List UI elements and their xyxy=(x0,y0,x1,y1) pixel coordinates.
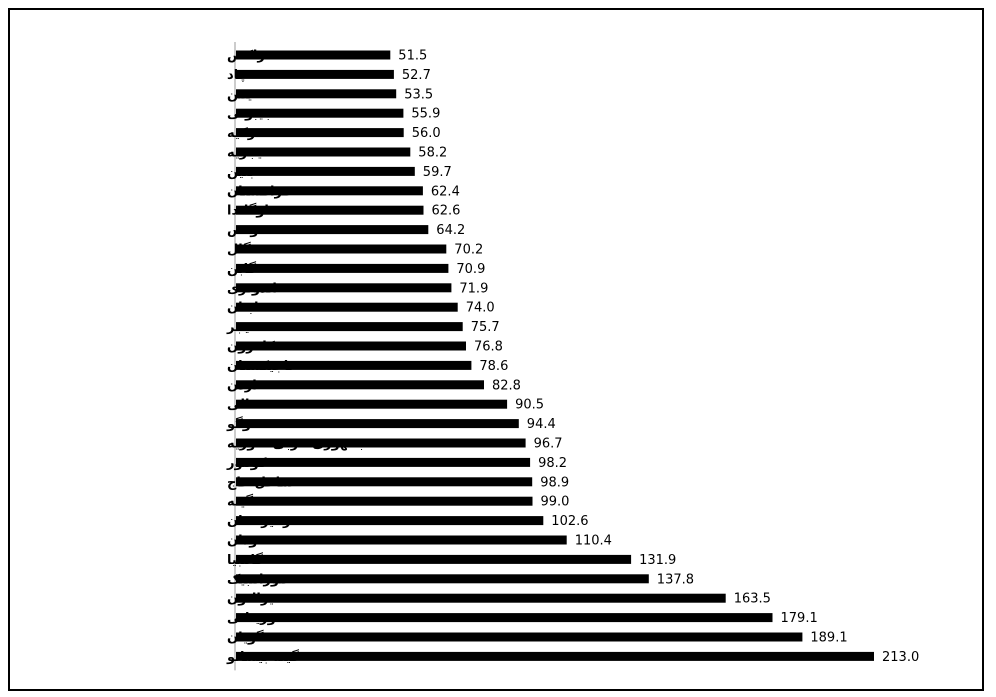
category-tick-label: اندونزی xyxy=(227,281,277,296)
bar-value-label: 75.7 xyxy=(471,320,500,335)
category-tick-label: توگو xyxy=(226,416,256,432)
bar-value-label: 78.6 xyxy=(479,359,508,374)
bar xyxy=(236,341,466,351)
bar xyxy=(236,360,472,370)
bar xyxy=(236,186,423,196)
bar-value-label: 102.6 xyxy=(551,514,588,529)
category-tick-label: گابن xyxy=(227,261,256,277)
category-tick-label: چاد xyxy=(227,68,248,83)
category-tick-label: مراکش xyxy=(227,49,274,64)
bar xyxy=(236,69,394,79)
category-tick-label: جیبوتی xyxy=(227,107,273,122)
bar xyxy=(236,89,397,99)
bar-value-label: 179.1 xyxy=(781,611,818,626)
category-tick-label: گامبیا xyxy=(227,552,263,568)
bar-value-label: 53.5 xyxy=(404,87,433,102)
bar-value-label: 189.1 xyxy=(810,631,847,646)
category-tick-label: کامرون xyxy=(227,340,275,355)
bar xyxy=(236,438,526,448)
bar-value-label: 99.0 xyxy=(541,495,570,510)
category-tick-label: موریتانی xyxy=(227,611,284,626)
category-tick-label: ترکیه xyxy=(227,126,261,141)
chart-frame: 51.5 مراکش 52.7 چاد 53.5 یمن 55.9 جیبوتی 56.0 ترک… xyxy=(8,8,984,691)
bar-value-label: 55.9 xyxy=(411,107,440,122)
bar xyxy=(236,302,458,312)
bar xyxy=(236,128,404,138)
category-tick-label: سنگال xyxy=(227,242,269,258)
bar xyxy=(236,108,404,118)
bar-chart: 51.5 مراکش 52.7 چاد 53.5 یمن 55.9 جیبوتی 56.0 ترک… xyxy=(226,42,919,671)
bar-value-label: 96.7 xyxy=(534,437,563,452)
category-tick-label: نیجریه xyxy=(227,146,267,161)
bar xyxy=(236,419,519,429)
bar xyxy=(236,651,874,661)
category-tick-label: قزاقستان xyxy=(227,184,291,199)
category-tick-label: تونس xyxy=(227,223,263,238)
bar xyxy=(236,225,429,235)
bar xyxy=(236,496,533,506)
category-tick-label: جمهوری عربی سوریه xyxy=(227,437,366,452)
bar-value-label: 110.4 xyxy=(575,534,612,549)
category-tick-label: مالی xyxy=(227,398,258,413)
bar-value-label: 70.2 xyxy=(454,243,483,258)
bar-value-label: 56.0 xyxy=(412,126,441,141)
bar-value-label: 51.5 xyxy=(398,49,427,64)
bar-value-label: 52.7 xyxy=(402,68,431,83)
bar xyxy=(236,50,391,60)
bar xyxy=(236,205,424,215)
bar-value-label: 82.8 xyxy=(492,378,521,393)
bar-value-label: 163.5 xyxy=(734,592,771,607)
bar xyxy=(236,457,531,467)
category-tick-label: گینه xyxy=(227,494,253,510)
category-tick-label: یمن xyxy=(227,87,252,102)
category-tick-label: تاجیکستان xyxy=(227,359,294,374)
bar xyxy=(236,593,726,603)
bar-value-label: 131.9 xyxy=(639,553,676,568)
bar xyxy=(236,535,567,545)
bar xyxy=(236,147,411,157)
category-tick-label: لبنان xyxy=(227,301,258,316)
bar xyxy=(236,613,773,623)
bar-value-label: 59.7 xyxy=(423,165,452,180)
bar xyxy=(236,244,447,254)
bar xyxy=(236,166,415,176)
category-tick-label: گینه بیسائو xyxy=(226,649,299,665)
category-tick-label: سیرالئون xyxy=(227,592,287,607)
bar xyxy=(236,632,803,642)
category-tick-label: اوگاندا xyxy=(227,203,269,219)
category-tick-label: اردن xyxy=(227,378,257,393)
bar-value-label: 213.0 xyxy=(882,650,919,665)
bar-value-label: 90.5 xyxy=(515,398,544,413)
bar-value-label: 98.2 xyxy=(538,456,567,471)
bar-value-label: 137.8 xyxy=(657,572,694,587)
category-tick-label: موزامبیک xyxy=(227,572,287,587)
category-tick-label: نیجر xyxy=(226,320,255,335)
category-tick-label: گویان xyxy=(227,630,264,646)
bar xyxy=(236,516,544,526)
bar-value-label: 58.2 xyxy=(418,146,447,161)
bar-value-label: 62.6 xyxy=(432,204,461,219)
bar-value-label: 74.0 xyxy=(466,301,495,316)
bar xyxy=(236,477,533,487)
bar-value-label: 94.4 xyxy=(527,417,556,432)
bar xyxy=(236,554,632,564)
category-tick-label: کومور xyxy=(226,456,267,471)
category-tick-label: ساحل عاج xyxy=(227,475,293,490)
bar xyxy=(236,574,649,584)
bar xyxy=(236,380,484,390)
bar-value-label: 64.2 xyxy=(436,223,465,238)
bar xyxy=(236,283,452,293)
bar-value-label: 62.4 xyxy=(431,184,460,199)
category-tick-label: بنین xyxy=(227,165,254,180)
bar-value-label: 71.9 xyxy=(459,281,488,296)
bar-value-label: 98.9 xyxy=(540,475,569,490)
bar xyxy=(236,322,463,332)
bar-value-label: 76.8 xyxy=(474,340,503,355)
bar xyxy=(236,263,449,273)
bar-value-label: 70.9 xyxy=(456,262,485,277)
category-tick-label: سودان xyxy=(227,534,270,549)
bar xyxy=(236,399,508,409)
category-tick-label: قرقیزستان xyxy=(227,514,300,529)
